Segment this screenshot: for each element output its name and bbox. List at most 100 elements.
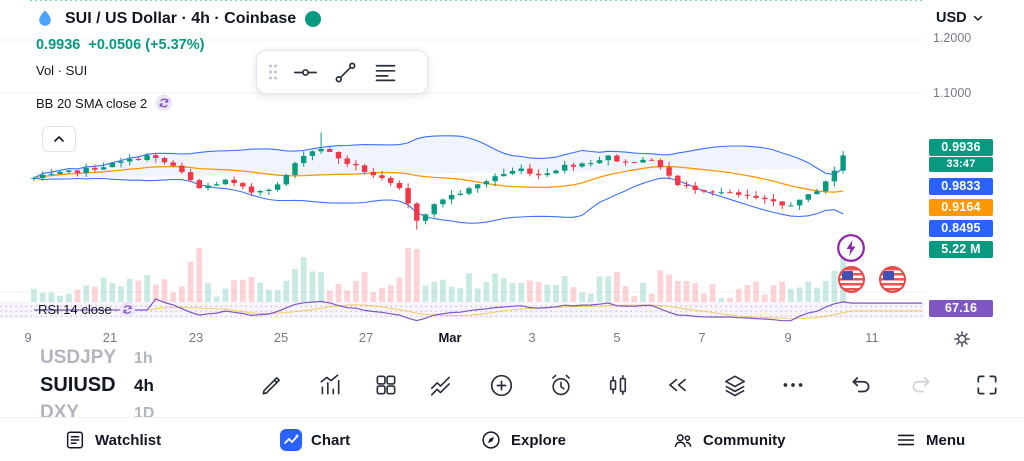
- watchlist-icon: [66, 431, 84, 449]
- fullscreen-button[interactable]: [973, 371, 1001, 399]
- flag-icon[interactable]: [879, 266, 906, 293]
- pencil-icon: [262, 377, 280, 395]
- time-axis-label: 11: [865, 330, 879, 345]
- time-axis-label: 21: [102, 330, 118, 345]
- trend-line-icon: [335, 62, 356, 82]
- compass-icon: [482, 431, 500, 449]
- time-axis-label: 5: [613, 330, 621, 345]
- indicators-icon: [320, 374, 340, 395]
- boost-lightning-icon[interactable]: [836, 233, 866, 263]
- indicator-sync-icon: [119, 301, 135, 318]
- nav-chart[interactable]: Chart: [280, 418, 350, 461]
- nav-label: Community: [703, 431, 786, 449]
- parallel-lines-tool-button[interactable]: [372, 59, 399, 86]
- horizontal-line-tool-button[interactable]: [292, 59, 319, 86]
- ellipsis-icon: [783, 383, 803, 387]
- nav-menu[interactable]: Menu: [895, 418, 965, 461]
- indicator-sync-icon: [156, 94, 173, 112]
- hamburger-menu-icon: [897, 434, 915, 446]
- y-axis-label: 1.2000: [933, 31, 972, 45]
- rewind-icon: [669, 378, 686, 392]
- plus-circle-icon: [490, 374, 512, 396]
- bb-indicator-label: BB 20 SMA close 2: [36, 95, 148, 111]
- compare-button[interactable]: [427, 371, 455, 399]
- volume-indicator-label[interactable]: Vol · SUI: [36, 63, 88, 78]
- y-axis-label: 1.1000: [933, 86, 972, 100]
- undo-arrow-icon: [852, 377, 870, 393]
- price-row: 0.9936 +0.0506 (+5.37%): [36, 37, 204, 53]
- nav-watchlist[interactable]: Watchlist: [64, 418, 161, 461]
- currency-label: USD: [936, 10, 967, 26]
- layers-icon: [724, 375, 746, 397]
- chart-icon: [280, 429, 302, 451]
- undo-button[interactable]: [847, 371, 875, 399]
- more-button[interactable]: [779, 371, 807, 399]
- chevron-down-icon: [973, 15, 982, 21]
- candles-icon: [609, 374, 627, 396]
- redo-arrow-icon: [912, 377, 930, 393]
- flag-icon[interactable]: [838, 266, 865, 293]
- watchlist-symbol: USDJPY: [40, 347, 117, 368]
- redo-button[interactable]: [907, 371, 935, 399]
- axis-badge: 67.16: [929, 300, 993, 317]
- last-price: 0.9936: [36, 37, 81, 53]
- symbol-header[interactable]: SUI / US Dollar · 4h · Coinbase: [34, 8, 322, 30]
- currency-selector[interactable]: USD: [936, 10, 984, 26]
- time-axis-label: 9: [24, 330, 32, 345]
- watchlist-timeframe: 1h: [134, 350, 153, 367]
- compare-lines-icon: [430, 376, 450, 396]
- rsi-indicator-label: RSI 14 close: [38, 302, 112, 317]
- alarm-clock-icon: [552, 374, 570, 396]
- object-tree-button[interactable]: [721, 371, 749, 399]
- price-change: +0.0506 (+5.37%): [88, 37, 205, 53]
- settings-gear-icon[interactable]: [951, 328, 973, 350]
- collapse-legend-button[interactable]: [42, 126, 76, 152]
- bottom-navigation: Watchlist Chart Explore Community: [0, 417, 1024, 461]
- alert-button[interactable]: [547, 371, 575, 399]
- parallel-lines-icon: [375, 64, 396, 81]
- replay-button[interactable]: [663, 371, 691, 399]
- drag-handle-icon[interactable]: [267, 63, 279, 81]
- draw-tool-button[interactable]: [258, 371, 286, 399]
- bar-style-button[interactable]: [604, 371, 632, 399]
- symbol-title: SUI / US Dollar · 4h · Coinbase: [65, 10, 297, 27]
- nav-label: Explore: [511, 431, 567, 449]
- sui-logo-icon: [39, 10, 51, 26]
- rsi-indicator-row[interactable]: RSI 14 close: [38, 301, 136, 318]
- add-button[interactable]: [487, 371, 515, 399]
- layout-button[interactable]: [372, 371, 400, 399]
- trend-line-tool-button[interactable]: [332, 59, 359, 86]
- axis-badge: 33:47: [929, 157, 993, 172]
- time-axis-label: 7: [698, 330, 706, 345]
- exchange-logo-icon: [305, 11, 322, 27]
- community-icon: [674, 434, 692, 448]
- watchlist-timeframe: 4h: [134, 376, 154, 395]
- price-axis-labels: 0.9936 33:47 0.9833 0.9164 0.8495 5.22 M 67.16: [929, 0, 993, 461]
- watchlist-row-suiusd[interactable]: SUIUSD 4h: [40, 374, 154, 397]
- fullscreen-icon: [977, 375, 997, 395]
- watchlist-row-usdjpy[interactable]: USDJPY 1h: [40, 347, 153, 369]
- drawing-toolbar: [256, 50, 428, 94]
- axis-badge: 0.8495: [929, 220, 993, 237]
- time-axis-label: 9: [784, 330, 792, 345]
- time-axis-label: 23: [188, 330, 204, 345]
- time-axis-label: Mar: [438, 330, 462, 345]
- chevron-up-icon: [54, 136, 64, 142]
- time-axis[interactable]: 9 21 23 25 27 Mar 3 5 7 9 11: [0, 330, 925, 350]
- axis-badge: 0.9164: [929, 199, 993, 216]
- nav-community[interactable]: Community: [672, 418, 786, 461]
- watchlist-symbol: SUIUSD: [40, 374, 116, 396]
- nav-label: Chart: [311, 431, 351, 449]
- bb-indicator-row[interactable]: BB 20 SMA close 2: [36, 94, 173, 112]
- time-axis-label: 3: [528, 330, 536, 345]
- axis-badge: 5.22 M: [929, 241, 993, 258]
- axis-badge: 0.9936: [929, 139, 993, 156]
- indicators-button[interactable]: [316, 371, 344, 399]
- time-axis-label: 25: [273, 330, 289, 345]
- time-axis-label: 27: [358, 330, 374, 345]
- nav-explore[interactable]: Explore: [480, 418, 566, 461]
- nav-label: Watchlist: [95, 431, 162, 449]
- axis-badge: 0.9833: [929, 178, 993, 195]
